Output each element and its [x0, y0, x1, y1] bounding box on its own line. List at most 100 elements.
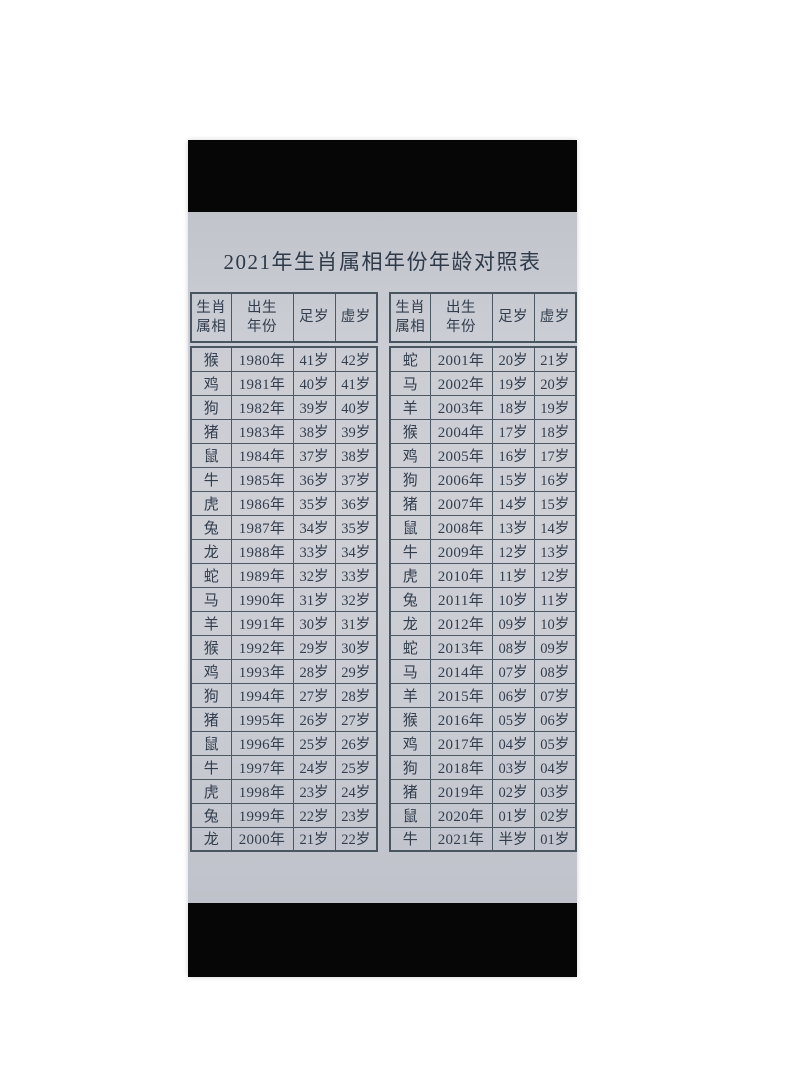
header-birth-year: 出生 年份 [230, 292, 294, 343]
letterbox-top [188, 140, 577, 212]
nominal-age-cell: 18岁 [533, 418, 577, 444]
header-full-age-label: 足岁 [498, 309, 528, 326]
year-cell: 2017年 [429, 730, 493, 756]
nominal-age-cell: 34岁 [334, 538, 378, 564]
header-zodiac-line1: 生肖 [196, 300, 227, 317]
year-cell: 2005年 [429, 442, 493, 468]
zodiac-cell: 虎 [389, 562, 431, 588]
full-age-cell: 16岁 [491, 442, 535, 468]
nominal-age-cell: 14岁 [533, 514, 577, 540]
year-cell: 2006年 [429, 466, 493, 492]
full-age-cell: 26岁 [292, 706, 336, 732]
full-age-cell: 22岁 [292, 802, 336, 828]
full-age-cell: 24岁 [292, 754, 336, 780]
table-row: 牛 2009年 12岁 13岁 [389, 538, 577, 564]
header-row: 生肖 属相 出生 年份 足岁 [190, 292, 378, 343]
table-row: 鼠 2008年 13岁 14岁 [389, 514, 577, 540]
year-cell: 2001年 [429, 346, 493, 372]
full-age-cell: 29岁 [292, 634, 336, 660]
zodiac-cell: 蛇 [389, 346, 431, 372]
nominal-age-cell: 07岁 [533, 682, 577, 708]
table-row: 鼠 1996年 25岁 26岁 [190, 730, 378, 756]
zodiac-cell: 猪 [190, 418, 232, 444]
full-age-cell: 03岁 [491, 754, 535, 780]
zodiac-cell: 羊 [389, 394, 431, 420]
table-row: 狗 1982年 39岁 40岁 [190, 394, 378, 420]
header-zodiac-line1: 生肖 [395, 300, 426, 317]
zodiac-age-table-right: 生肖 属相 出生 年份 足岁 [389, 292, 577, 852]
table-row: 虎 2010年 11岁 12岁 [389, 562, 577, 588]
full-age-cell: 23岁 [292, 778, 336, 804]
table-row: 羊 1991年 30岁 31岁 [190, 610, 378, 636]
year-cell: 1995年 [230, 706, 294, 732]
year-cell: 1996年 [230, 730, 294, 756]
year-cell: 2007年 [429, 490, 493, 516]
nominal-age-cell: 40岁 [334, 394, 378, 420]
table-row: 蛇 2013年 08岁 09岁 [389, 634, 577, 660]
zodiac-cell: 鼠 [190, 730, 232, 756]
year-cell: 1993年 [230, 658, 294, 684]
nominal-age-cell: 32岁 [334, 586, 378, 612]
table-row: 牛 2021年 半岁 01岁 [389, 826, 577, 852]
nominal-age-cell: 36岁 [334, 490, 378, 516]
nominal-age-cell: 17岁 [533, 442, 577, 468]
year-cell: 1989年 [230, 562, 294, 588]
table-row: 兔 1987年 34岁 35岁 [190, 514, 378, 540]
zodiac-cell: 猪 [190, 706, 232, 732]
table-row: 狗 1994年 27岁 28岁 [190, 682, 378, 708]
zodiac-cell: 羊 [389, 682, 431, 708]
year-cell: 1990年 [230, 586, 294, 612]
nominal-age-cell: 37岁 [334, 466, 378, 492]
table-row: 蛇 1989年 32岁 33岁 [190, 562, 378, 588]
zodiac-cell: 虎 [190, 778, 232, 804]
zodiac-cell: 羊 [190, 610, 232, 636]
table-header-right: 生肖 属相 出生 年份 足岁 [389, 292, 577, 343]
year-cell: 1986年 [230, 490, 294, 516]
year-cell: 1987年 [230, 514, 294, 540]
table-row: 猪 1983年 38岁 39岁 [190, 418, 378, 444]
year-cell: 1988年 [230, 538, 294, 564]
year-cell: 1998年 [230, 778, 294, 804]
table-row: 虎 1986年 35岁 36岁 [190, 490, 378, 516]
header-nominal-age-label: 虚岁 [539, 309, 570, 326]
full-age-cell: 11岁 [491, 562, 535, 588]
full-age-cell: 18岁 [491, 394, 535, 420]
tables-row: 生肖 属相 出生 年份 足岁 [188, 292, 577, 852]
year-cell: 2011年 [429, 586, 493, 612]
header-full-age: 足岁 [292, 292, 336, 343]
full-age-cell: 半岁 [491, 826, 535, 852]
year-cell: 2020年 [429, 802, 493, 828]
nominal-age-cell: 05岁 [533, 730, 577, 756]
zodiac-cell: 鼠 [190, 442, 232, 468]
nominal-age-cell: 08岁 [533, 658, 577, 684]
nominal-age-cell: 16岁 [533, 466, 577, 492]
nominal-age-cell: 42岁 [334, 346, 378, 372]
zodiac-cell: 狗 [389, 466, 431, 492]
nominal-age-cell: 21岁 [533, 346, 577, 372]
year-cell: 2014年 [429, 658, 493, 684]
letterbox-bottom [188, 903, 577, 977]
full-age-cell: 07岁 [491, 658, 535, 684]
full-age-cell: 38岁 [292, 418, 336, 444]
table-row: 猴 2004年 17岁 18岁 [389, 418, 577, 444]
full-age-cell: 33岁 [292, 538, 336, 564]
header-nominal-age: 虚岁 [334, 292, 378, 343]
zodiac-cell: 鸡 [389, 442, 431, 468]
year-cell: 2018年 [429, 754, 493, 780]
full-age-cell: 19岁 [491, 370, 535, 396]
table-row: 牛 1997年 24岁 25岁 [190, 754, 378, 780]
nominal-age-cell: 02岁 [533, 802, 577, 828]
nominal-age-cell: 13岁 [533, 538, 577, 564]
nominal-age-cell: 30岁 [334, 634, 378, 660]
year-cell: 1997年 [230, 754, 294, 780]
page-title: 2021年生肖属相年份年龄对照表 [223, 250, 542, 274]
header-row: 生肖 属相 出生 年份 足岁 [389, 292, 577, 343]
nominal-age-cell: 27岁 [334, 706, 378, 732]
nominal-age-cell: 23岁 [334, 802, 378, 828]
nominal-age-cell: 15岁 [533, 490, 577, 516]
table-row: 龙 1988年 33岁 34岁 [190, 538, 378, 564]
zodiac-cell: 虎 [190, 490, 232, 516]
nominal-age-cell: 35岁 [334, 514, 378, 540]
nominal-age-cell: 26岁 [334, 730, 378, 756]
year-cell: 2015年 [429, 682, 493, 708]
